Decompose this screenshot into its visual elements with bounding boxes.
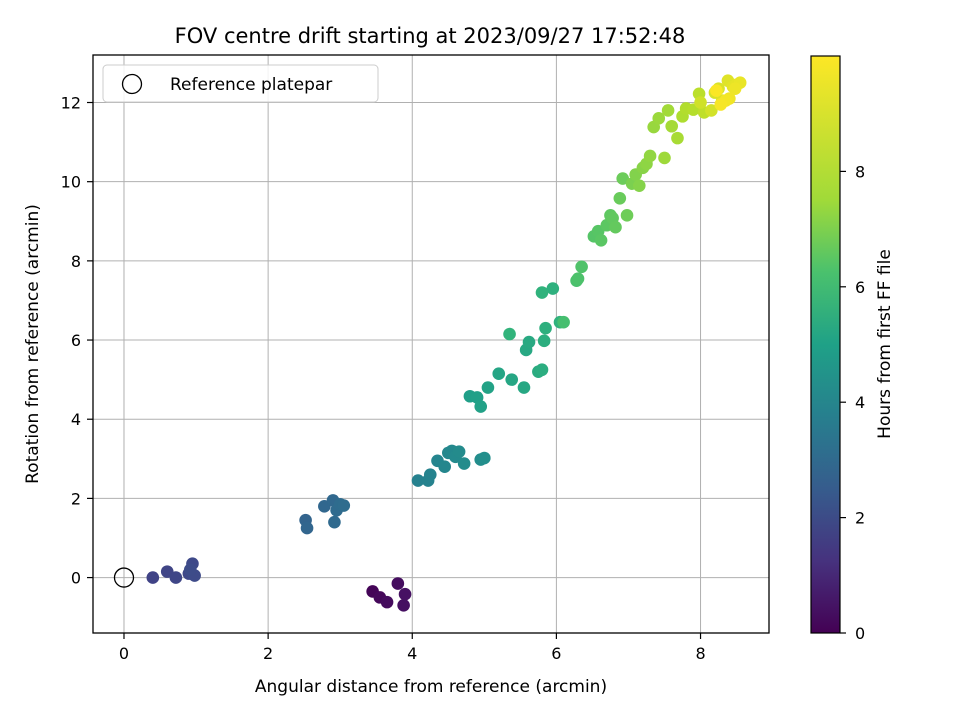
reference-marker [113, 567, 135, 588]
legend-marker-icon [121, 73, 143, 95]
data-point [539, 321, 552, 335]
colorbar-tick-label: 8 [855, 162, 865, 181]
chart-title: FOV centre drift starting at 2023/09/27 … [175, 24, 686, 48]
data-point [557, 315, 570, 329]
x-axis-label: Angular distance from reference (arcmin) [255, 677, 607, 697]
plot-frame [92, 54, 770, 634]
legend-box [102, 64, 379, 103]
data-point [694, 96, 707, 109]
data-point [661, 104, 675, 117]
y-tick-label: 10 [61, 173, 81, 192]
data-point [183, 563, 197, 576]
data-point [391, 577, 405, 590]
data-point [337, 499, 351, 512]
data-point [169, 571, 183, 584]
data-point [728, 82, 742, 95]
data-point [300, 521, 314, 535]
grid-lines [93, 55, 769, 633]
data-point [652, 112, 666, 125]
data-point [492, 367, 506, 380]
data-point [643, 149, 657, 163]
x-tick-label: 8 [695, 644, 705, 663]
data-point [535, 286, 549, 299]
data-point [478, 451, 491, 465]
colorbar-tick-label: 0 [855, 624, 865, 643]
legend-entry-label: Reference platepar [170, 75, 332, 95]
data-point [398, 587, 412, 601]
y-tick-label: 4 [71, 410, 81, 429]
data-point [517, 381, 531, 394]
data-point [546, 282, 560, 295]
data-point [710, 84, 723, 97]
data-point [671, 131, 684, 145]
data-point [537, 334, 551, 348]
data-point [452, 445, 466, 458]
data-point [457, 457, 471, 470]
data-point [613, 192, 627, 205]
data-point [535, 363, 549, 377]
data-point [328, 515, 341, 529]
y-tick-label: 0 [71, 569, 81, 588]
x-tick-label: 0 [119, 644, 129, 663]
data-point [474, 400, 488, 413]
data-point [397, 598, 410, 612]
data-point [505, 373, 519, 386]
legend: Reference platepar [102, 64, 379, 103]
x-tick-label: 2 [263, 644, 273, 663]
data-point [503, 327, 516, 341]
data-point [658, 151, 671, 165]
x-axis-ticks: 0 2 4 6 8 [119, 633, 706, 663]
y-axis-ticks: 0 2 4 6 8 10 12 [61, 94, 93, 588]
data-point [146, 571, 160, 584]
data-point [705, 104, 718, 117]
data-point [632, 179, 646, 192]
data-point [380, 595, 394, 609]
y-tick-label: 2 [71, 489, 81, 508]
data-point [571, 272, 585, 285]
data-point [481, 381, 495, 394]
x-tick-label: 6 [551, 644, 561, 663]
y-tick-label: 12 [61, 94, 81, 113]
data-point [575, 260, 588, 274]
reference-point [113, 567, 135, 588]
data-point [594, 233, 608, 247]
colorbar-gradient [810, 55, 841, 634]
data-point [665, 119, 679, 133]
data-point [438, 460, 451, 474]
data-point [714, 98, 728, 111]
data-point [423, 468, 437, 481]
data-point [522, 335, 536, 349]
data-points [146, 74, 747, 612]
data-point [411, 474, 425, 487]
y-tick-label: 6 [71, 331, 81, 350]
colorbar-tick-label: 4 [855, 393, 865, 412]
data-point [620, 209, 634, 222]
y-tick-label: 8 [71, 252, 81, 271]
colorbar-tick-label: 2 [855, 509, 865, 528]
colorbar: 0 2 4 6 8 Hours from first FF file [810, 55, 895, 643]
colorbar-ticks: 0 2 4 6 8 [840, 162, 865, 643]
data-point [609, 220, 622, 234]
y-axis-label: Rotation from reference (arcmin) [23, 204, 43, 484]
data-point [616, 172, 630, 185]
colorbar-tick-label: 6 [855, 278, 865, 297]
colorbar-label: Hours from first FF file [875, 249, 895, 439]
x-tick-label: 4 [407, 644, 417, 663]
